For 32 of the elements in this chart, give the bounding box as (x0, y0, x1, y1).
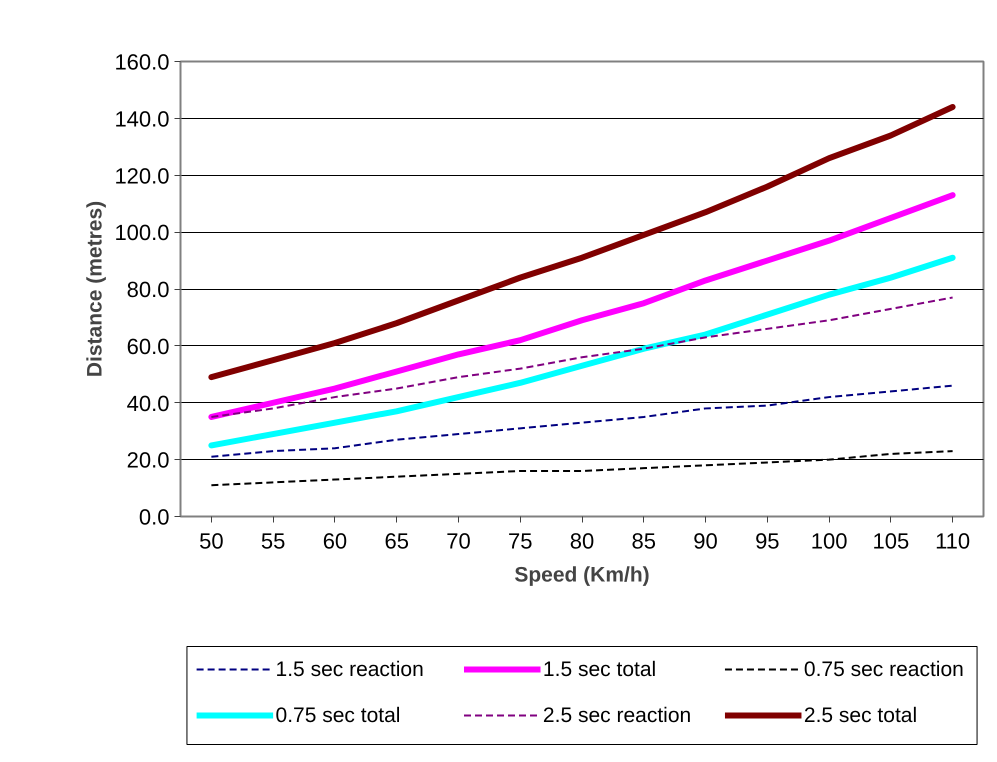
line-series (210, 384, 954, 458)
y-tick-label: 60.0 (126, 334, 170, 359)
x-tick-label: 70 (446, 528, 471, 554)
legend-label: 0.75 sec total (276, 704, 400, 727)
y-tick-label: 0.0 (138, 504, 170, 530)
x-tick-label: 50 (199, 528, 224, 554)
x-tick-label: 110 (935, 528, 970, 554)
legend-label: 1.5 sec total (542, 658, 656, 681)
y-axis-title: Distance (metres) (83, 200, 106, 378)
legend-label: 2.5 sec reaction (542, 704, 692, 727)
y-tick-label: 140.0 (114, 106, 170, 132)
x-tick-label: 90 (693, 528, 718, 554)
x-tick-label: 65 (384, 528, 409, 554)
x-tick-label: 85 (632, 528, 656, 554)
y-tick-label: 100.0 (114, 220, 170, 246)
x-tick-label: 75 (508, 528, 532, 554)
y-tick-label: 120.0 (114, 163, 170, 188)
y-tick-label: 20.0 (126, 448, 170, 473)
legend-label: 2.5 sec total (804, 704, 918, 727)
x-tick-label: 105 (872, 528, 910, 554)
x-tick-label: 55 (260, 528, 286, 554)
x-tick-label: 100 (810, 528, 848, 554)
y-tick-label: 160.0 (114, 50, 170, 74)
legend-label: 0.75 sec reaction (804, 658, 964, 681)
x-tick-label: 95 (755, 528, 780, 554)
x-tick-label: 60 (322, 528, 348, 554)
x-axis-title: Speed (Km/h) (514, 564, 650, 586)
line-series (210, 296, 954, 418)
x-tick-label: 80 (570, 528, 594, 554)
legend-label: 1.5 sec reaction (276, 658, 424, 681)
y-tick-label: 40.0 (126, 390, 170, 416)
y-tick-label: 80.0 (126, 277, 170, 302)
